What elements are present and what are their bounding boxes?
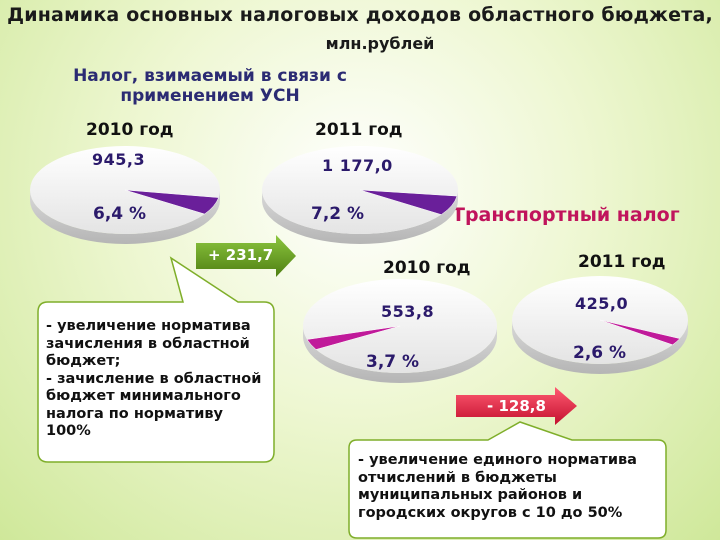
transport-pie-2010 xyxy=(303,279,497,383)
usn-callout-bubble xyxy=(37,256,275,463)
usn-share-2010: 6,4 % xyxy=(93,204,147,224)
usn-pie-2010-side xyxy=(30,190,220,244)
transport-pie-2011 xyxy=(512,276,688,374)
usn-pie-2011 xyxy=(262,146,458,244)
transport-change-arrow xyxy=(456,387,577,425)
transport-pie-2010-slice xyxy=(306,325,401,350)
usn-note-text: - увеличение норматива зачисления в обла… xyxy=(46,318,262,439)
usn-change-arrow xyxy=(196,235,296,277)
usn-section-title: Налог, взимаемый в связи с применением У… xyxy=(73,66,347,106)
transport-share-2011: 2,6 % xyxy=(573,343,627,363)
usn-change-label: + 231,7 xyxy=(208,246,274,264)
transport-year-2011: 2011 год xyxy=(578,252,666,272)
page-subtitle: млн.рублей xyxy=(325,34,435,53)
transport-note-text: - увеличение единого норматива отчислени… xyxy=(358,452,637,521)
usn-value-2011: 1 177,0 xyxy=(322,156,393,175)
usn-pie-2011-side xyxy=(262,190,458,244)
usn-value-2010: 945,3 xyxy=(92,150,146,169)
transport-callout-bubble xyxy=(348,421,667,539)
page-title: Динамика основных налоговых доходов обла… xyxy=(7,4,713,26)
transport-pie-2011-slice xyxy=(599,319,681,346)
transport-value-2011: 425,0 xyxy=(575,294,629,313)
transport-share-2010: 3,7 % xyxy=(366,352,420,372)
usn-share-2011: 7,2 % xyxy=(311,204,365,224)
transport-pie-2010-side xyxy=(303,326,497,383)
transport-section-title: Транспортный налог xyxy=(452,204,680,226)
transport-change-label: - 128,8 xyxy=(487,397,546,415)
transport-pie-2011-side xyxy=(512,320,688,374)
usn-year-2011: 2011 год xyxy=(315,120,403,140)
transport-year-2010: 2010 год xyxy=(383,258,471,278)
transport-value-2010: 553,8 xyxy=(381,302,435,321)
usn-pie-2011-slice xyxy=(359,189,458,215)
usn-pie-2010 xyxy=(30,146,220,244)
usn-year-2010: 2010 год xyxy=(86,120,174,140)
usn-pie-2010-slice xyxy=(124,189,219,215)
